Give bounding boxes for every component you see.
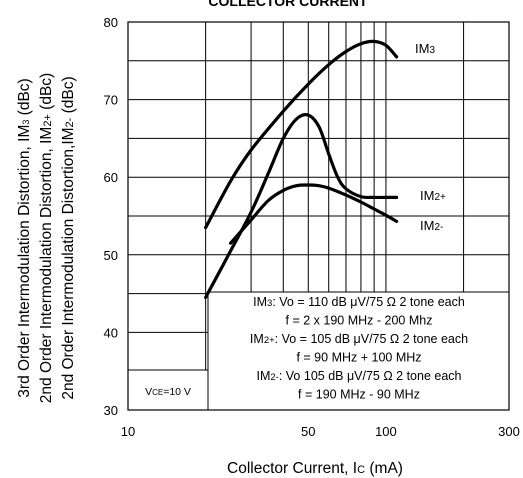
note-line: IM3: Vo = 110 dB μV/75 Ω 2 tone each [253,295,465,309]
notes-box [207,291,510,411]
tick-labels: 10 50 100 300 30 40 50 60 70 80 [104,15,520,439]
y-axis-label-3: 2nd Order Intermodulation Distortion,IM2… [60,76,77,399]
series-label-im2plus: IM2+ [420,188,446,203]
x-tick-label: 10 [121,424,135,439]
y-tick-label: 40 [104,325,118,340]
series-im3-line [204,39,399,230]
y-tick-label: 70 [104,93,118,108]
note-line: IM2+: Vo = 105 dB μV/75 Ω 2 tone each [250,332,468,346]
y-tick-label: 30 [104,403,118,418]
series-label-im3: IM3 [415,41,435,56]
note-line: f = 90 MHz + 100 MHz [296,351,421,365]
plot-frame [127,21,510,411]
y-tick-label: 50 [104,248,118,263]
chart-title: COLLECTOR CURRENT [208,0,368,9]
series-im2minus-line [229,183,399,245]
y-tick-label: 60 [104,170,118,185]
y-axis-label-2: 2nd Order Intermodulation Distortion, IM… [38,73,55,403]
series [204,39,399,300]
series-label-im2minus: IM2- [420,218,443,233]
notes: IM3: Vo = 110 dB μV/75 Ω 2 tone each f = … [250,295,468,402]
x-axis-label: Collector Current, IC (mA) [227,460,403,477]
x-tick-label: 300 [498,424,520,439]
series-im2plus-line [204,113,399,300]
condition-label: VCE=10 V [145,386,191,398]
note-line: f = 2 x 190 MHz - 200 Mhz [286,314,433,328]
y-axis-label-1: 3rd Order Intermodulation Distortion, IM… [16,78,33,397]
note-line: f = 190 MHz - 90 MHz [298,388,420,402]
note-line: IM2-: Vo 105 dB μV/75 Ω 2 tone each [257,369,462,383]
y-tick-label: 80 [104,15,118,30]
x-tick-label: 100 [375,424,397,439]
series-labels: IM3 IM2+ IM2- [415,41,446,233]
x-tick-label: 50 [301,424,315,439]
